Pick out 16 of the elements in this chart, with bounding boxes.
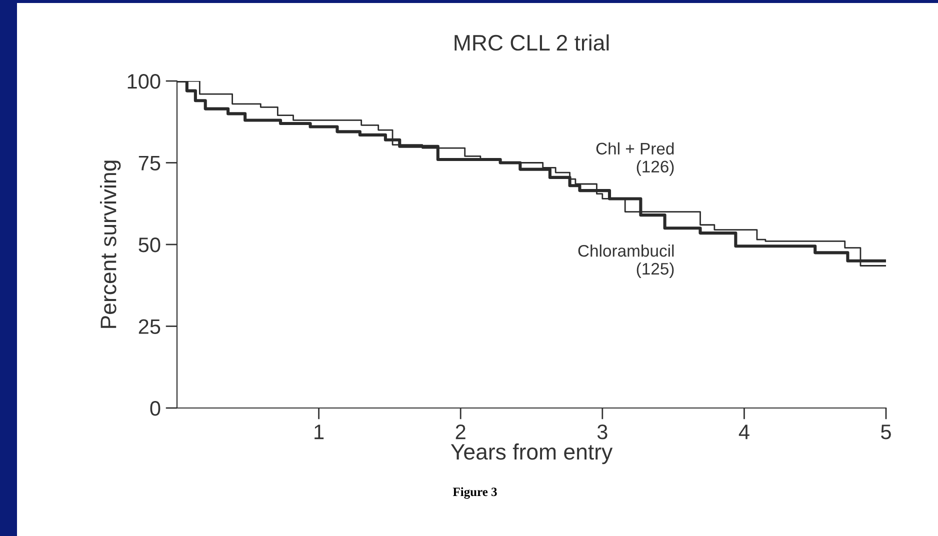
y-tick-label: 25 — [138, 319, 160, 334]
chart-title: MRC CLL 2 trial — [454, 34, 609, 51]
y-tick-label: 100 — [128, 74, 160, 89]
x-tick-label: 1 — [314, 424, 324, 440]
x-tick-label: 2 — [456, 424, 466, 440]
x-tick-label: 5 — [881, 424, 891, 440]
caption: Figure 3 — [452, 487, 497, 499]
series-label: Chlorambucil (125) — [578, 244, 674, 278]
x-tick-label: 3 — [597, 424, 608, 440]
y-tick-label: 50 — [138, 238, 160, 252]
x-tick-label: 4 — [738, 424, 750, 440]
x-axis-title: Years from entry — [450, 443, 613, 464]
y-tick-label: 75 — [138, 156, 160, 171]
y-tick-label: 0 — [150, 401, 160, 416]
series-label: Chl + Pred (126) — [596, 142, 674, 176]
y-axis-title: Percent surviving — [100, 160, 121, 328]
